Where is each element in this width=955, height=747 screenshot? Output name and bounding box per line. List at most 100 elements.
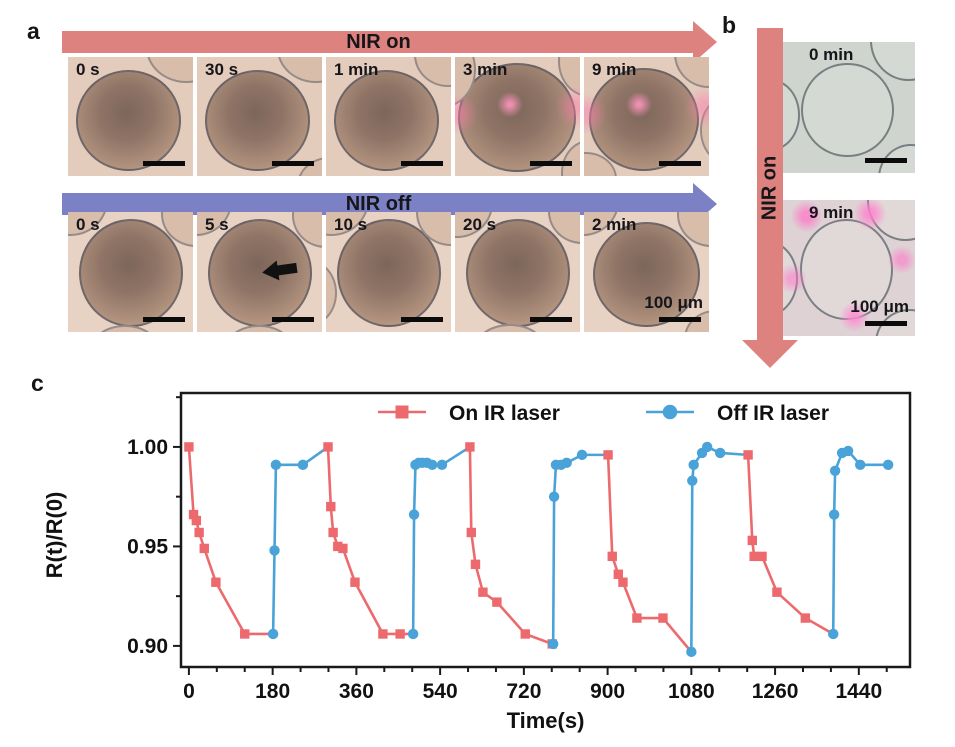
droplet-circle xyxy=(326,260,338,326)
data-point-marker-off xyxy=(436,459,448,471)
y-tick-label: 1.00 xyxy=(127,436,168,459)
data-segment xyxy=(661,617,693,653)
data-point-marker-on xyxy=(211,577,221,587)
data-segment xyxy=(271,550,276,634)
data-point-marker-off xyxy=(267,628,279,640)
data-point-marker-off xyxy=(407,628,419,640)
droplet-circle xyxy=(224,324,294,332)
time-label: 30 s xyxy=(205,60,239,79)
x-tick-label: 720 xyxy=(506,680,541,703)
droplet-circle xyxy=(75,70,181,172)
data-point-marker-on xyxy=(772,587,782,597)
data-segment xyxy=(551,496,556,644)
droplet-circle xyxy=(337,219,441,328)
scale-bar xyxy=(401,317,443,322)
data-point-marker-off xyxy=(576,449,588,461)
nir-on-arrow: NIR on xyxy=(62,21,717,63)
x-tick-label: 180 xyxy=(255,680,290,703)
data-point-marker-off xyxy=(828,509,840,520)
chart-frame xyxy=(179,391,912,669)
micrograph-tile: 20 s xyxy=(455,212,580,332)
panel-b-label: b xyxy=(722,12,737,38)
micrograph-tile: 2 min 100 μm xyxy=(584,212,709,332)
data-segment xyxy=(468,446,473,533)
y-axis-label: R(t)/R(0) xyxy=(45,492,67,579)
droplet-circle xyxy=(800,219,893,320)
droplet-circle xyxy=(333,70,439,172)
droplet-circle xyxy=(208,219,312,328)
data-point-marker-on xyxy=(328,527,338,538)
micrograph-tile: 0 s xyxy=(68,57,193,176)
nir-on-vertical-arrow-label: NIR on xyxy=(758,155,781,221)
micrograph-tile: 5 s xyxy=(197,212,322,332)
scale-bar xyxy=(530,317,572,322)
droplet-circle xyxy=(801,62,894,158)
data-point-marker-off xyxy=(701,441,713,453)
data-point-marker-on xyxy=(199,543,209,554)
scale-bar-label: 100 μm xyxy=(644,293,703,312)
data-point-marker-on xyxy=(191,515,202,526)
data-point-marker-on xyxy=(184,442,194,452)
data-point-marker-off xyxy=(408,509,420,520)
data-point-marker-on xyxy=(470,559,481,570)
data-point-marker-on xyxy=(338,543,348,554)
data-point-marker-on xyxy=(395,629,405,639)
scale-bar xyxy=(143,317,185,322)
x-axis-label: Time(s) xyxy=(507,708,585,733)
droplet-circle xyxy=(473,323,547,332)
data-segment xyxy=(552,464,558,497)
micrograph-tile: 10 s xyxy=(326,212,451,332)
data-point-marker-off xyxy=(687,475,698,486)
data-point-marker-off xyxy=(855,459,866,471)
data-segment xyxy=(214,581,246,635)
data-point-marker-on xyxy=(194,527,204,538)
data-point-marker-off xyxy=(882,459,894,471)
droplet-circle xyxy=(90,324,160,332)
legend-marker-circle xyxy=(662,404,678,420)
micrograph-tile: 1 min xyxy=(326,57,451,176)
nir-on-arrow-head xyxy=(693,21,717,63)
droplet-circle xyxy=(466,219,570,328)
scale-bar xyxy=(659,161,701,166)
data-point-marker-off xyxy=(270,459,282,471)
data-segment xyxy=(411,514,416,634)
data-point-marker-on xyxy=(632,613,642,623)
scale-bar xyxy=(272,317,314,322)
legend-label: Off IR laser xyxy=(717,402,829,425)
micrograph-tile: 0 s xyxy=(68,212,193,332)
x-tick-label: 0 xyxy=(183,680,195,703)
time-label: 1 min xyxy=(334,60,379,79)
data-point-marker-off xyxy=(561,457,572,469)
nir-on-vertical-arrow: NIR on xyxy=(742,28,798,368)
micrograph-tile: 0 min xyxy=(783,42,915,173)
data-point-marker-off xyxy=(427,459,438,471)
data-point-marker-on xyxy=(465,442,475,452)
x-tick-label: 360 xyxy=(339,680,374,703)
nir-off-arrow-shaft xyxy=(62,193,695,215)
data-segment xyxy=(353,581,385,635)
data-segment xyxy=(326,446,333,507)
data-point-marker-on xyxy=(603,450,613,460)
data-segment xyxy=(187,446,195,515)
data-point-marker-on xyxy=(378,629,388,639)
data-point-marker-on xyxy=(333,541,343,552)
panel-a-label: a xyxy=(27,18,40,44)
data-point-marker-on xyxy=(492,597,502,607)
x-tick-label: 1260 xyxy=(752,680,799,703)
data-point-marker-on xyxy=(520,629,530,639)
droplet-circle xyxy=(592,221,701,328)
data-point-marker-off xyxy=(548,491,560,502)
data-point-marker-off xyxy=(714,447,726,459)
data-segment xyxy=(273,464,278,551)
time-label: 9 min xyxy=(592,60,637,79)
data-point-marker-off xyxy=(829,465,841,477)
micrograph-tile: 9 min xyxy=(584,57,709,176)
droplet-circle xyxy=(700,97,709,163)
x-tick-label: 1080 xyxy=(668,680,715,703)
data-point-marker-on xyxy=(240,629,250,639)
time-label: 5 s xyxy=(205,215,229,234)
time-label: 0 min xyxy=(809,45,854,64)
data-point-marker-off xyxy=(828,628,839,640)
black-arrow-shaft xyxy=(276,262,298,276)
